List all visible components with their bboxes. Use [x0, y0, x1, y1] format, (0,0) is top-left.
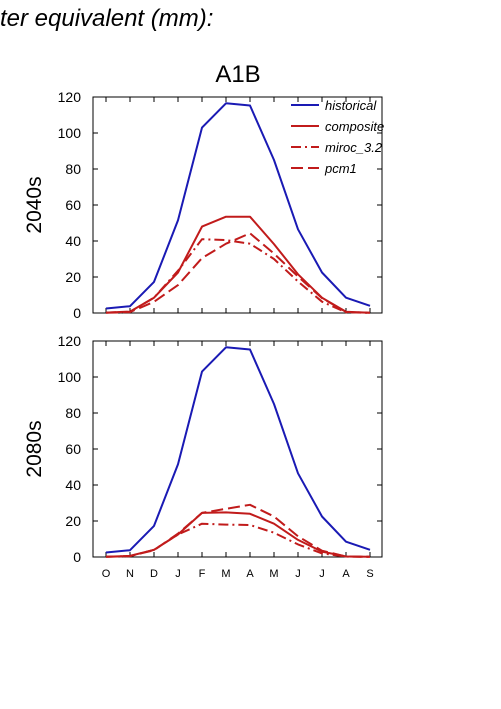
- x-tick-label: D: [150, 568, 158, 580]
- x-tick-label: A: [246, 568, 254, 580]
- chart-panels: 0 20 40 60 80 100 120 2040s historical composite m…: [23, 89, 384, 580]
- series-line-miroc_3.2: [105, 238, 371, 314]
- y-tick-label: 60: [65, 197, 81, 213]
- y-tick-label: 0: [73, 549, 81, 565]
- y-tick-label: 120: [58, 89, 82, 105]
- series-line-historical: [105, 102, 371, 310]
- y-tick-label: 80: [65, 161, 81, 177]
- legend-label-composite: composite: [325, 119, 384, 134]
- chart-panel-2080s: 0 20 40 60 80 100 120 O N D J F M A M J J A S 2080s: [23, 333, 383, 580]
- row-label: 2040s: [23, 176, 46, 233]
- series-line-composite: [105, 215, 371, 314]
- x-tick-label: J: [175, 568, 181, 580]
- y-tick-label: 40: [65, 233, 81, 249]
- x-tick-label: F: [199, 568, 206, 580]
- y-tick-label: 60: [65, 441, 81, 457]
- x-tick-label: A: [342, 568, 350, 580]
- y-tick-label: 20: [65, 269, 81, 285]
- x-tick-label: J: [319, 568, 325, 580]
- y-tick-label: 100: [58, 125, 82, 141]
- legend-label-miroc_3.2: miroc_3.2: [325, 140, 383, 155]
- y-tick-label: 80: [65, 405, 81, 421]
- legend-label-historical: historical: [325, 98, 377, 113]
- series-line-pcm1: [105, 232, 371, 314]
- figure-title: ter equivalent (mm):: [0, 5, 213, 32]
- x-tick-label: S: [366, 568, 373, 580]
- legend: historical composite miroc_3.2 pcm1: [291, 98, 384, 176]
- x-tick-label: M: [269, 568, 278, 580]
- y-tick-label: 120: [58, 333, 82, 349]
- chart-panel-2040s: 0 20 40 60 80 100 120 2040s historical composite m…: [23, 89, 384, 321]
- x-tick-label: O: [102, 568, 111, 580]
- y-tick-label: 100: [58, 369, 82, 385]
- scenario-title: A1B: [215, 61, 260, 88]
- x-tick-label: J: [295, 568, 301, 580]
- plot-frame: [92, 340, 383, 558]
- y-tick-label: 40: [65, 477, 81, 493]
- legend-label-pcm1: pcm1: [324, 161, 357, 176]
- x-tick-label: M: [221, 568, 230, 580]
- y-tick-label: 20: [65, 513, 81, 529]
- y-tick-label: 0: [73, 305, 81, 321]
- row-label: 2080s: [23, 420, 46, 477]
- x-tick-label: N: [126, 568, 134, 580]
- series-line-pcm1: [105, 503, 371, 558]
- series-line-historical: [105, 346, 371, 554]
